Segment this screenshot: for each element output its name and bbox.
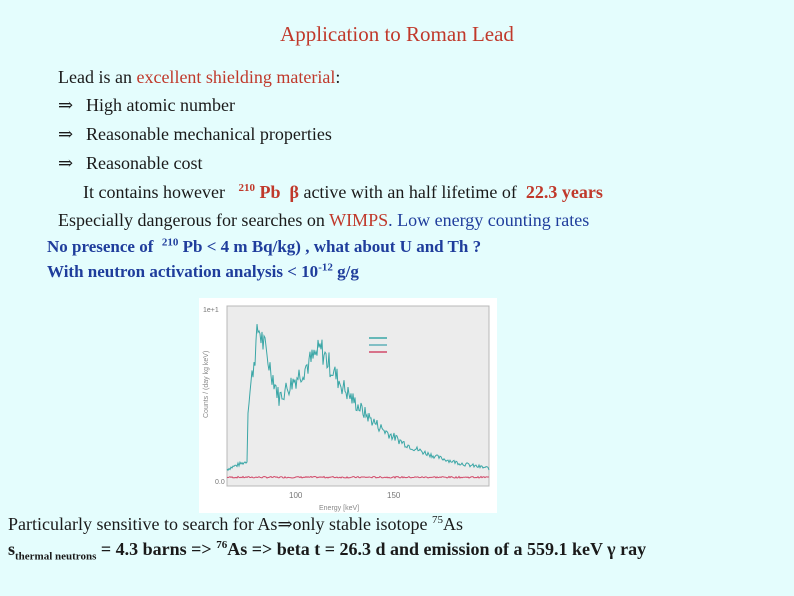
neutron-exponent: -12 xyxy=(318,261,333,274)
no-presence-prefix: No presence of xyxy=(47,237,158,256)
as75-mass: 75 xyxy=(432,514,444,526)
bullet-item: ⇒ High atomic number xyxy=(58,95,235,116)
neutron-prefix: With neutron activation analysis < 10 xyxy=(47,262,319,281)
implies-arrow-icon: ⇒ xyxy=(277,514,293,534)
spectrum-figure: 1e+1 0.0 Counts / (day kg keV) 100 150 E… xyxy=(199,298,497,513)
thermal-part3: ray xyxy=(615,539,647,559)
dangerous-line: Especially dangerous for searches on WIM… xyxy=(58,210,589,231)
half-life-value: 22.3 years xyxy=(525,182,603,202)
neutron-line: With neutron activation analysis < 10-12… xyxy=(47,262,359,282)
pb210-label: 210 Pb xyxy=(238,182,281,202)
spectrum-series-teal xyxy=(226,324,490,472)
thermal-part2: As => beta t = 26.3 d and emission of a … xyxy=(227,539,608,559)
bullet-text: High atomic number xyxy=(86,95,235,115)
bullet-item: ⇒ Reasonable cost xyxy=(58,153,202,174)
sigma-symbol: sthermal neutrons xyxy=(8,539,97,563)
contains-middle: active with an half lifetime of xyxy=(298,182,517,202)
implies-arrow-icon: ⇒ xyxy=(58,124,74,144)
intro-line: Lead is an excellent shielding material: xyxy=(58,67,340,88)
intro-suffix: : xyxy=(335,67,341,87)
spectrum-plot: 1e+1 0.0 Counts / (day kg keV) 100 150 E… xyxy=(199,298,497,513)
y-tick-low-label: 0.0 xyxy=(215,479,225,486)
bullet-item: ⇒ Reasonable mechanical properties xyxy=(58,124,332,145)
x-tick-label-2: 150 xyxy=(387,491,401,500)
as75-element: As xyxy=(443,514,464,534)
no-presence-rest: Pb < 4 m Bq/kg) , what about U and Th ? xyxy=(178,237,482,256)
no-presence-line: No presence of 210 Pb < 4 m Bq/kg) , wha… xyxy=(47,237,481,257)
sensitive-middle: only stable isotope xyxy=(292,514,433,534)
slide-title: Application to Roman Lead xyxy=(280,22,514,46)
dangerous-suffix: . Low energy counting rates xyxy=(388,210,590,230)
plot-frame xyxy=(226,305,490,487)
y-tick-label: 1e+1 xyxy=(203,307,219,314)
gamma-symbol: γ xyxy=(607,539,616,559)
legend xyxy=(369,337,387,353)
contains-line: It contains however 210 Pb β active with… xyxy=(83,182,603,203)
x-tick-label: 100 xyxy=(289,491,303,500)
implies-arrow-icon: ⇒ xyxy=(58,95,74,115)
implies-arrow-icon: ⇒ xyxy=(58,153,74,173)
contains-prefix: It contains however xyxy=(83,182,225,202)
sensitive-line: Particularly sensitive to search for As⇒… xyxy=(8,514,463,535)
no-presence-mass: 210 xyxy=(161,236,179,249)
x-axis-label: Energy [keV] xyxy=(319,505,359,512)
spectrum-series-red xyxy=(226,475,490,479)
beta-symbol: β xyxy=(289,182,299,202)
as76-mass: 76 xyxy=(216,539,228,551)
y-axis-label: Counts / (day kg keV) xyxy=(203,351,210,418)
bullet-text: Reasonable mechanical properties xyxy=(86,124,332,144)
neutron-suffix: g/g xyxy=(332,262,359,281)
sensitive-prefix: Particularly sensitive to search for As xyxy=(8,514,278,534)
thermal-part1: = 4.3 barns => xyxy=(96,539,217,559)
dangerous-prefix: Especially dangerous for searches on xyxy=(58,210,330,230)
intro-highlight: excellent shielding material xyxy=(136,67,336,87)
bullet-text: Reasonable cost xyxy=(86,153,203,173)
thermal-line: sthermal neutrons = 4.3 barns => 76As =>… xyxy=(8,539,647,563)
intro-prefix: Lead is an xyxy=(58,67,137,87)
wimps-label: WIMPS xyxy=(329,210,389,230)
